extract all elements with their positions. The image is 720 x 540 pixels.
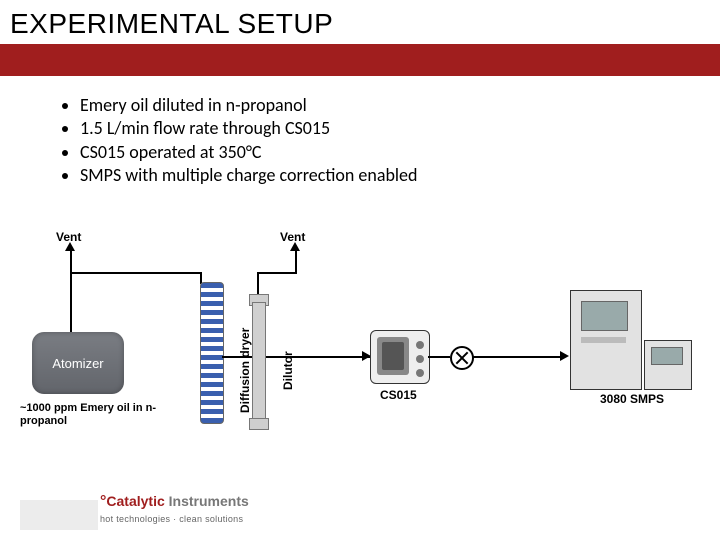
brand-word-1: Catalytic bbox=[106, 493, 164, 509]
device-panel bbox=[581, 337, 626, 343]
arrowhead-icon bbox=[65, 242, 75, 251]
arrowhead-icon bbox=[290, 242, 300, 251]
list-item: SMPS with multiple charge correction ena… bbox=[80, 164, 720, 187]
atomizer-label: Atomizer bbox=[52, 356, 103, 371]
bullet-list: Emery oil diluted in n-propanol 1.5 L/mi… bbox=[30, 94, 720, 188]
brand-tagline: hot technologies · clean solutions bbox=[100, 514, 243, 524]
page-title: EXPERIMENTAL SETUP bbox=[10, 8, 333, 39]
atomizer-block: Atomizer bbox=[32, 332, 124, 394]
diffusion-dryer-label: Diffusion dryer bbox=[238, 328, 252, 413]
arrowhead-icon bbox=[560, 351, 569, 361]
setup-diagram: Vent Atomizer ~1000 ppm Emery oil in n-p… bbox=[20, 230, 700, 460]
atomizer-caption: ~1000 ppm Emery oil in n-propanol bbox=[20, 402, 160, 427]
dilutor-base bbox=[249, 418, 269, 430]
valve-icon bbox=[450, 346, 474, 370]
smps-device-main bbox=[570, 290, 642, 390]
flow-line bbox=[222, 356, 252, 358]
device-slot bbox=[377, 337, 409, 375]
list-item: Emery oil diluted in n-propanol bbox=[80, 94, 720, 117]
flow-line bbox=[257, 272, 297, 274]
device-screen bbox=[651, 347, 683, 365]
flow-line bbox=[472, 356, 562, 358]
flow-line bbox=[70, 272, 72, 332]
list-item: CS015 operated at 350°C bbox=[80, 141, 720, 164]
cs015-label: CS015 bbox=[380, 388, 417, 402]
flow-line bbox=[70, 248, 72, 272]
footer-accent bbox=[20, 500, 98, 530]
accent-band bbox=[0, 44, 720, 76]
flow-line bbox=[70, 272, 200, 274]
flow-line bbox=[266, 356, 370, 358]
cs015-device bbox=[370, 330, 430, 384]
list-item: 1.5 L/min flow rate through CS015 bbox=[80, 117, 720, 140]
smps-device-aux bbox=[644, 340, 692, 390]
flow-line bbox=[428, 356, 450, 358]
device-knob bbox=[416, 341, 424, 349]
flow-line bbox=[257, 272, 259, 294]
footer-logo: °Catalytic Instruments hot technologies … bbox=[100, 494, 249, 524]
device-screen bbox=[581, 301, 628, 331]
diffusion-dryer bbox=[200, 282, 224, 424]
smps-label: 3080 SMPS bbox=[600, 392, 664, 406]
dilutor-block bbox=[252, 302, 266, 422]
flow-line bbox=[295, 248, 297, 272]
brand-word-2: Instruments bbox=[169, 493, 249, 509]
